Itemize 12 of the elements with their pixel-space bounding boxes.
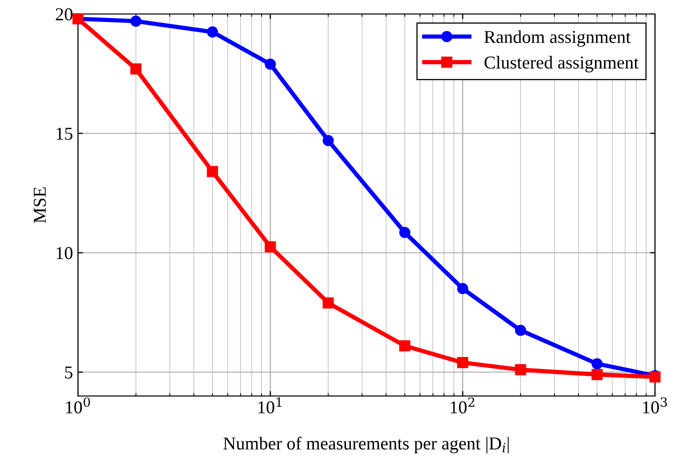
legend-label: Random assignment bbox=[484, 30, 631, 47]
y-tick-label: 5 bbox=[65, 366, 72, 379]
y-tick-label: 10 bbox=[56, 247, 72, 260]
x-tick-label: 10$^{1}$ bbox=[258, 397, 282, 414]
x-tick-label: 10$^{0}$ bbox=[66, 397, 90, 414]
x-tick-label: 10$^{3}$ bbox=[643, 397, 667, 414]
y-tick-label: 15 bbox=[56, 128, 72, 140]
x-axis-title: Number of measurements per agent |D$_{i}$| bbox=[223, 436, 509, 454]
y-tick-label: 20 bbox=[56, 8, 72, 20]
legend-label: Clustered assignment bbox=[484, 56, 639, 72]
x-tick-label: 10$^{2}$ bbox=[450, 397, 474, 414]
y-axis-title: MSE bbox=[34, 187, 46, 224]
